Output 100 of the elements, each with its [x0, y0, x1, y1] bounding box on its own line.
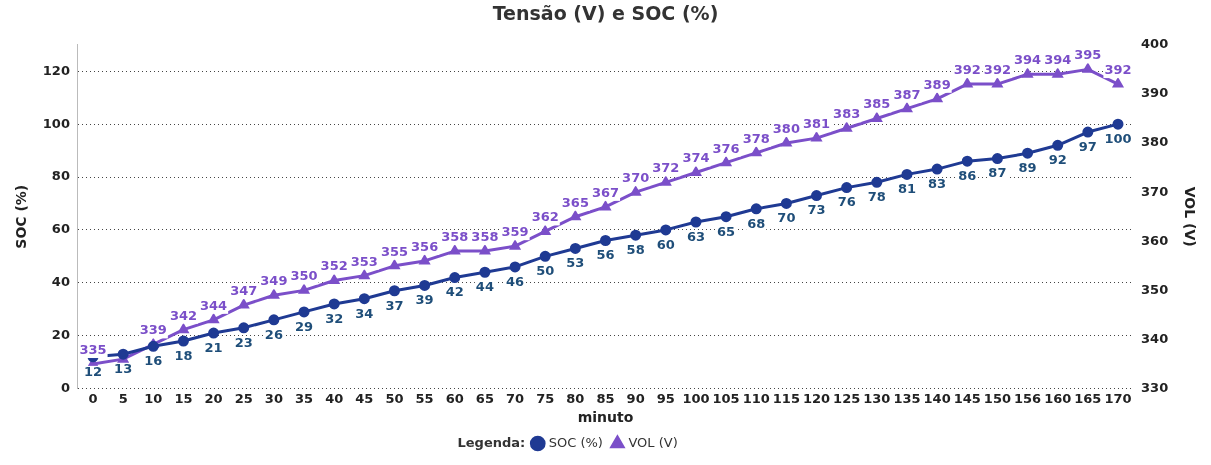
data-label: 374 — [682, 150, 710, 166]
data-label: 29 — [294, 318, 314, 334]
y2-tick-label: 370 — [1141, 183, 1169, 199]
data-label: 13 — [114, 361, 133, 377]
data-label: 83 — [928, 175, 947, 191]
x-tick-label: 95 — [656, 390, 675, 406]
y2-tick-label: 400 — [1141, 36, 1169, 52]
x-tick-label: 15 — [174, 390, 193, 406]
x-tick-label: 165 — [1074, 390, 1102, 406]
x-tick-label: 145 — [953, 390, 981, 406]
data-label: 12 — [83, 363, 103, 379]
data-label: 355 — [380, 243, 409, 259]
y2-tick-label: 390 — [1141, 85, 1169, 101]
x-tick-label: 75 — [536, 390, 555, 406]
x-tick-label: 0 — [88, 390, 98, 406]
data-label: 359 — [501, 224, 529, 240]
data-label: 34 — [355, 305, 374, 321]
x-tick-label: 40 — [325, 390, 344, 406]
data-label: 87 — [988, 165, 1007, 181]
data-label: 372 — [652, 160, 680, 176]
x-tick-label: 100 — [682, 390, 710, 406]
data-label: 339 — [139, 322, 167, 338]
data-label: 50 — [536, 263, 555, 279]
y-tick-label: 80 — [51, 168, 70, 184]
x-tick-label: 160 — [1044, 390, 1072, 406]
x-tick-label: 105 — [712, 390, 740, 406]
data-label: 60 — [656, 236, 675, 252]
data-label: 383 — [833, 106, 861, 122]
data-label: 100 — [1104, 131, 1132, 147]
x-tick-label: 170 — [1104, 390, 1132, 406]
x-tick-label: 35 — [294, 390, 314, 406]
y-tick-label: 100 — [42, 115, 70, 131]
data-label: 376 — [712, 140, 740, 156]
x-tick-label: 65 — [475, 390, 494, 406]
data-label: 365 — [561, 194, 589, 210]
x-tick-label: 90 — [626, 390, 645, 406]
data-label: 381 — [802, 115, 831, 131]
legend-label: VOL (V) — [628, 434, 678, 450]
data-label: 344 — [200, 297, 228, 313]
x-tick-label: 50 — [385, 390, 404, 406]
data-label: 349 — [260, 273, 288, 289]
x-tick-label: 20 — [204, 390, 223, 406]
data-label: 392 — [953, 61, 981, 77]
data-label: 92 — [1048, 152, 1067, 168]
data-label: 395 — [1074, 47, 1102, 63]
data-label: 389 — [923, 76, 951, 92]
y-tick-label: 40 — [51, 274, 70, 290]
data-label: 39 — [415, 292, 434, 308]
x-tick-label: 25 — [234, 390, 253, 406]
x-tick-label: 10 — [144, 390, 163, 406]
x-tick-label: 125 — [833, 390, 861, 406]
data-label: 350 — [290, 268, 318, 284]
data-label: 97 — [1078, 138, 1097, 154]
y2-tick-label: 350 — [1141, 281, 1169, 297]
x-tick-label: 30 — [264, 390, 283, 406]
x-axis-title: minuto — [577, 409, 634, 426]
x-tick-label: 156 — [1013, 390, 1042, 406]
data-label: 46 — [506, 273, 525, 289]
data-label: 78 — [867, 189, 886, 205]
data-label: 73 — [807, 202, 826, 218]
data-label: 370 — [622, 170, 650, 186]
data-label: 44 — [475, 279, 494, 295]
y2-tick-label: 340 — [1141, 330, 1169, 346]
data-label: 353 — [350, 253, 378, 269]
y2-tick-label: 330 — [1141, 379, 1169, 395]
data-label: 385 — [863, 96, 891, 112]
data-label: 68 — [747, 215, 766, 231]
x-tick-label: 85 — [596, 390, 615, 406]
data-label: 86 — [958, 168, 977, 184]
x-tick-label: 5 — [118, 390, 128, 406]
data-label: 378 — [742, 130, 770, 146]
data-label: 16 — [144, 353, 163, 369]
x-tick-label: 140 — [923, 390, 951, 406]
data-label: 358 — [471, 228, 499, 244]
data-label: 53 — [566, 255, 585, 271]
x-tick-label: 110 — [742, 390, 770, 406]
y2-tick-label: 380 — [1141, 134, 1169, 150]
y-tick-label: 120 — [42, 62, 70, 78]
data-label: 394 — [1044, 52, 1072, 68]
data-label: 352 — [320, 258, 348, 274]
chart-title: Tensão (V) e SOC (%) — [492, 2, 719, 25]
data-label: 347 — [230, 282, 258, 298]
x-tick-label: 80 — [566, 390, 585, 406]
legend-title: Legenda: — [457, 434, 526, 450]
y-tick-label: 20 — [51, 327, 70, 343]
data-label: 335 — [79, 341, 107, 357]
y-axis-title: SOC (%) — [13, 184, 30, 249]
data-label: 26 — [264, 326, 283, 342]
x-tick-label: 45 — [355, 390, 374, 406]
x-tick-label: 70 — [506, 390, 525, 406]
x-tick-label: 115 — [772, 390, 800, 406]
data-label: 81 — [897, 181, 917, 197]
y2-axis-title: VOL (V) — [1181, 186, 1198, 247]
data-label: 89 — [1018, 160, 1037, 176]
data-label: 18 — [174, 347, 193, 363]
data-label: 21 — [204, 339, 223, 355]
data-label: 76 — [837, 194, 856, 210]
data-label: 342 — [169, 307, 198, 323]
y-tick-label: 60 — [51, 221, 70, 237]
x-tick-label: 135 — [893, 390, 921, 406]
